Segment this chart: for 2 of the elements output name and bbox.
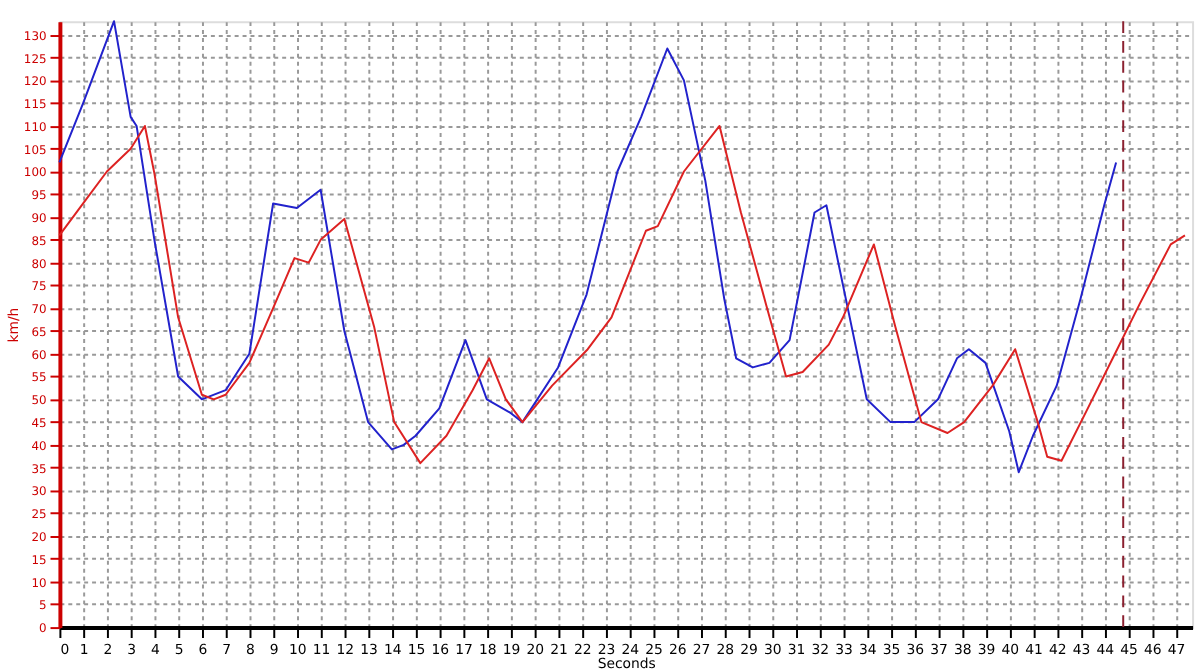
line-series bbox=[58, 20, 1118, 474]
line-series bbox=[58, 124, 1186, 465]
